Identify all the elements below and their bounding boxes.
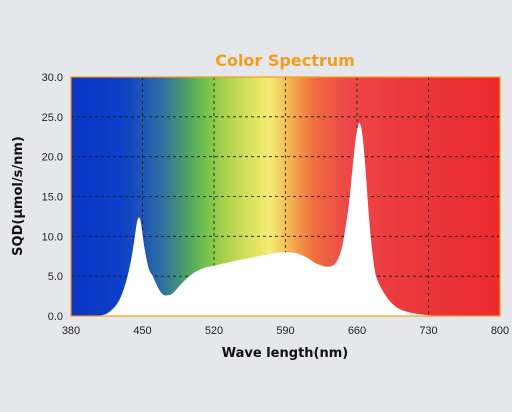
y-tick-label: 10.0 [42, 231, 63, 243]
x-tick-label: 730 [419, 325, 437, 337]
y-tick-label: 15.0 [42, 192, 63, 204]
x-axis-ticks: 380 450 520 590 660 730 800 [62, 325, 509, 337]
y-tick-label: 30.0 [42, 72, 63, 84]
y-tick-label: 20.0 [42, 152, 63, 164]
x-tick-label: 800 [491, 325, 509, 337]
y-tick-label: 25.0 [42, 112, 63, 124]
x-axis-label: Wave length(nm) [222, 346, 348, 361]
y-axis-label: SQD(μmol/s/nm) [11, 136, 26, 256]
y-tick-label: 0.0 [48, 311, 63, 323]
y-tick-label: 5.0 [48, 271, 63, 283]
chart-title: Color Spectrum [215, 51, 355, 70]
x-tick-label: 660 [348, 325, 366, 337]
x-tick-label: 380 [62, 325, 80, 337]
x-tick-label: 450 [133, 325, 151, 337]
x-tick-label: 590 [276, 325, 294, 337]
spectrum-area [96, 123, 449, 316]
x-tick-label: 520 [205, 325, 223, 337]
y-axis-ticks: 0.0 5.0 10.0 15.0 20.0 25.0 30.0 [42, 72, 63, 323]
plot-frame [70, 76, 501, 317]
